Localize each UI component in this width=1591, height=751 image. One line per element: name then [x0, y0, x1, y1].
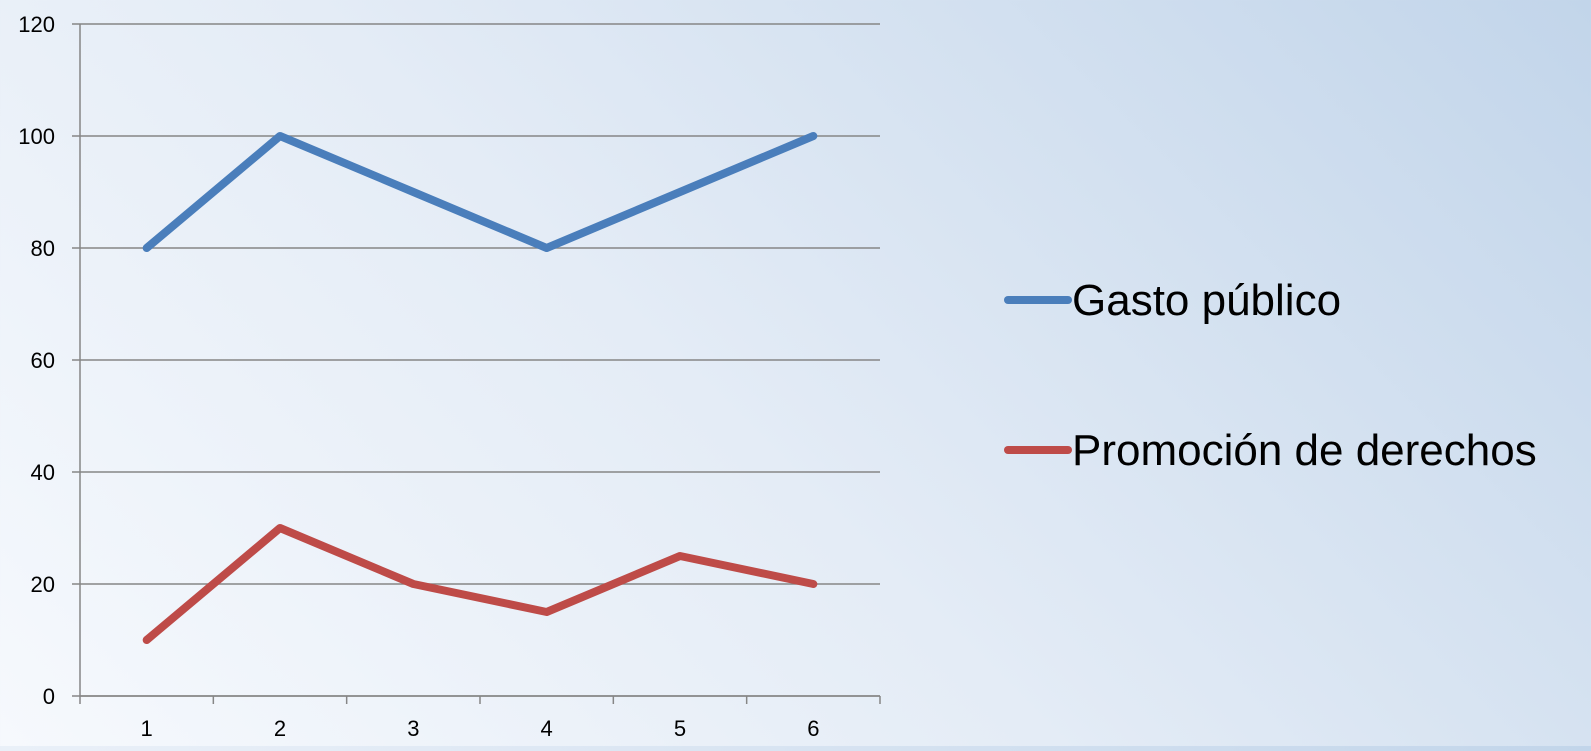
- legend: Gasto público Promoción de derechos: [1004, 276, 1537, 475]
- axes: [79, 24, 881, 704]
- x-tick-label: 3: [407, 716, 419, 741]
- x-tick-labels: 1 2 3 4 5 6: [141, 716, 820, 741]
- x-tick-label: 5: [674, 716, 686, 741]
- x-tick-label: 6: [807, 716, 819, 741]
- legend-label-2: Promoción de derechos: [1072, 426, 1537, 475]
- y-tick-label: 60: [31, 348, 55, 373]
- x-tick-label: 2: [274, 716, 286, 741]
- y-tick-label: 20: [31, 572, 55, 597]
- y-tick-label: 100: [18, 124, 55, 149]
- y-tick-labels: 0 20 40 60 80 100 120: [18, 12, 55, 709]
- y-tick-label: 0: [43, 684, 55, 709]
- y-tick-label: 40: [31, 460, 55, 485]
- y-tick-label: 80: [31, 236, 55, 261]
- x-tick-label: 1: [141, 716, 153, 741]
- series-lines: [142, 132, 818, 644]
- series-line-1: [142, 132, 818, 252]
- series-line-2: [142, 524, 818, 644]
- x-tick-label: 4: [541, 716, 553, 741]
- y-tick-label: 120: [18, 12, 55, 37]
- gridlines: [72, 23, 880, 697]
- legend-label-1: Gasto público: [1072, 276, 1341, 325]
